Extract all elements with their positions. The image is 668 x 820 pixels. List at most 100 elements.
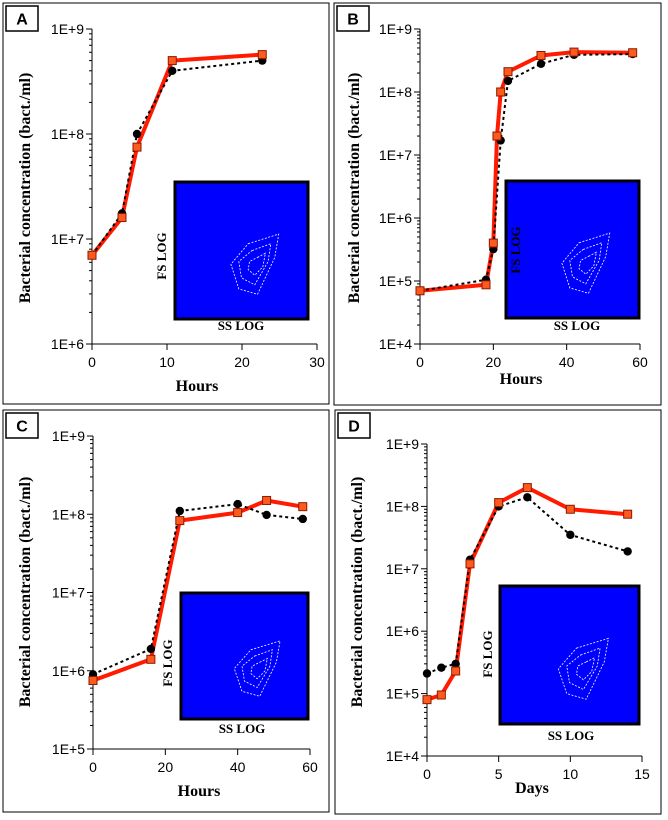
inset-contour: [569, 242, 603, 285]
series-line: [419, 53, 633, 292]
inset-y-label: FS LOG: [508, 226, 523, 273]
inset-contour: [557, 637, 609, 700]
data-point-circle: [132, 129, 142, 139]
inset-contour: [561, 232, 611, 294]
x-axis-title: Hours: [500, 371, 543, 388]
y-tick-label: 1E+5: [386, 686, 419, 702]
panel-C: C 1E+5 1E+6 1E+7 1E+8 1E+9 0 20 40 60 Bacterial co…: [2, 409, 330, 813]
inset-box: [504, 179, 641, 320]
data-point-square: [496, 87, 506, 97]
y-tick-label: 1E+8: [379, 84, 412, 100]
y-tick-label: 1E+9: [52, 428, 85, 444]
panel-letter: B: [347, 12, 359, 29]
panel-letter-box: [5, 412, 39, 439]
data-point-circle: [623, 547, 632, 556]
inset-y-label: FS LOG: [480, 630, 495, 677]
data-point-square: [623, 509, 633, 519]
x-tick-label: 60: [302, 759, 318, 775]
inset-contour: [238, 243, 272, 286]
data-point-square: [565, 504, 575, 514]
data-point-square: [298, 502, 308, 512]
inset-x-label: SS LOG: [548, 728, 595, 743]
y-tick-label: 1E+4: [386, 748, 419, 764]
panel-A: A 1E+6 1E+7 1E+8 1E+9 0 10 20 30 Bacterial concen…: [2, 2, 330, 405]
x-tick-label: 60: [632, 354, 648, 370]
data-point-circle: [523, 493, 532, 502]
y-tick-label: 1E+5: [52, 741, 85, 757]
y-tick-label: 1E+7: [379, 147, 412, 163]
data-point-circle: [422, 669, 432, 678]
inset-contour: [250, 657, 268, 680]
data-point-square: [415, 286, 425, 296]
data-point-circle: [233, 499, 242, 509]
y-tick-label: 1E+9: [51, 21, 84, 37]
y-tick-label: 1E+6: [386, 623, 419, 639]
y-tick-label: 1E+7: [51, 231, 84, 247]
inset-y-label: FS LOG: [154, 232, 169, 279]
y-tick-label: 1E+7: [52, 585, 85, 601]
inset-contour: [578, 251, 597, 275]
data-point-square: [87, 250, 97, 260]
data-point-square: [88, 676, 98, 686]
data-point-square: [422, 695, 432, 705]
panel-letter-box: [336, 5, 370, 32]
x-tick-label: 20: [234, 354, 250, 370]
x-axis-title: Days: [515, 780, 549, 797]
panel-letter: D: [348, 419, 360, 436]
y-axis-title: Bacterial concentration (bact./ml): [17, 477, 34, 708]
x-axis-title: Hours: [176, 378, 219, 395]
inset: FS LOG SS LOG: [160, 591, 310, 736]
inset-x-label: SS LOG: [218, 318, 265, 333]
y-tick-label: 1E+4: [379, 336, 412, 352]
inset-contour: [566, 647, 601, 691]
y-tick-label: 1E+9: [386, 436, 419, 452]
data-point-square: [233, 508, 243, 518]
x-tick-label: 40: [230, 759, 246, 775]
data-point-square: [146, 654, 156, 664]
x-tick-label: 40: [559, 354, 575, 370]
data-point-square: [536, 50, 546, 60]
inset: FS LOG SS LOG: [480, 584, 641, 743]
data-point-circle: [262, 510, 271, 520]
y-axis-title: Bacterial concentration (bact./ml): [346, 73, 363, 304]
data-point-circle: [175, 506, 184, 516]
x-tick-label: 10: [563, 766, 579, 782]
data-point-square: [494, 498, 504, 508]
y-tick-label: 1E+6: [52, 663, 85, 679]
data-point-square: [117, 213, 127, 223]
inset-contour: [241, 649, 273, 689]
data-point-square: [522, 483, 532, 493]
data-point-square: [628, 48, 638, 58]
inset-box: [498, 584, 641, 726]
series-line: [92, 498, 304, 683]
inset-contour: [230, 233, 280, 295]
data-point-circle: [503, 76, 513, 86]
data-point-square: [492, 131, 502, 141]
panel-letter-box: [5, 5, 39, 32]
data-point-square: [175, 516, 185, 526]
inset: FS LOG SS LOG: [154, 180, 310, 333]
x-tick-label: 20: [486, 354, 502, 370]
x-tick-label: 15: [634, 766, 650, 782]
data-point-circle: [437, 663, 446, 672]
data-point-square: [481, 280, 491, 290]
data-point-square: [257, 50, 267, 60]
inset-x-label: SS LOG: [554, 318, 601, 333]
y-tick-label: 1E+8: [51, 126, 84, 142]
data-point-circle: [146, 644, 156, 654]
y-axis-title: Bacterial concentration (bact./ml): [17, 73, 34, 304]
x-tick-label: 10: [159, 354, 175, 370]
y-tick-label: 1E+8: [52, 506, 85, 522]
panel-letter: C: [16, 419, 28, 436]
y-axis-title: Bacterial concentration (bact./ml): [349, 477, 366, 708]
y-tick-label: 1E+9: [379, 21, 412, 37]
inset-contour: [576, 657, 596, 681]
y-tick-label: 1E+8: [386, 498, 419, 514]
x-tick-label: 0: [89, 759, 97, 775]
inset-box: [173, 180, 310, 321]
y-tick-label: 1E+6: [51, 336, 84, 352]
data-point-square: [569, 47, 579, 57]
x-tick-label: 30: [309, 354, 325, 370]
x-tick-label: 5: [495, 766, 503, 782]
data-point-circle: [566, 530, 575, 540]
